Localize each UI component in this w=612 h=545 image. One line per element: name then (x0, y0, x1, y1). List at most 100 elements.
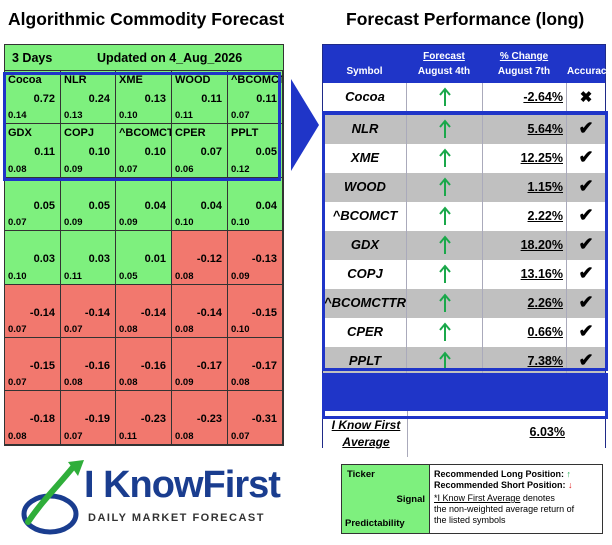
cell-predictability: 0.07 (8, 323, 27, 335)
cell-predictability: 0.08 (175, 430, 194, 442)
row-symbol: Cocoa (345, 89, 385, 104)
heatmap-cell: GDX 0.11 0.08 (5, 124, 61, 178)
heatmap-cell: 0.03 0.11 (61, 231, 116, 285)
cell-predictability: 0.07 (231, 110, 250, 122)
cell-ticker: NLR (64, 74, 87, 86)
cell-predictability: 0.06 (175, 163, 194, 175)
cell-signal: 0.04 (144, 199, 166, 212)
row-symbol: NLR (351, 121, 379, 136)
cell-signal: -0.15 (251, 306, 277, 319)
row-change: 12.25% (520, 151, 563, 165)
average-row: I Know First Average 6.03% (323, 411, 605, 457)
legend-ticker: Ticker (347, 469, 375, 480)
heatmap-cell: 0.01 0.05 (116, 231, 172, 285)
cell-signal: -0.15 (29, 360, 55, 372)
legend: Ticker Signal Predictability Recommended… (341, 464, 603, 534)
heatmap-cell: ^BCOMCTTR 0.10 0.07 (116, 124, 172, 178)
cell-predictability: 0.07 (231, 430, 250, 442)
heatmap-cell: -0.18 0.08 (5, 391, 61, 445)
cell-signal: 0.72 (33, 93, 55, 105)
cell-predictability: 0.11 (175, 110, 193, 122)
cell-predictability: 0.07 (64, 323, 83, 335)
cell-predictability: 0.13 (64, 110, 83, 122)
heatmap-cell: -0.14 0.08 (172, 284, 228, 338)
cell-signal: -0.14 (84, 306, 110, 319)
cell-signal: 0.11 (201, 93, 222, 105)
heatmap-header: 3 Days Updated on 4_Aug_2026 (5, 45, 283, 71)
up-arrow-icon (439, 87, 451, 106)
check-icon: ✔ (578, 321, 594, 341)
cell-signal: 0.04 (200, 199, 222, 212)
up-arrow-icon: ↑ (566, 469, 572, 479)
legend-ikf-note: *I Know First Average denotes (434, 493, 555, 503)
legend-short: Recommended Short Position: ↓ (434, 480, 573, 490)
performance-row: COPJ 13.16% ✔ (323, 260, 605, 289)
cell-signal: -0.19 (84, 413, 110, 426)
heatmap-cell: -0.31 0.07 (228, 391, 283, 445)
row-change: 5.64% (527, 122, 563, 136)
cross-icon: ✖ (579, 89, 593, 106)
cell-predictability: 0.08 (231, 377, 250, 389)
cell-ticker: COPJ (64, 127, 94, 140)
average-label: I Know First Average (331, 418, 401, 449)
heatmap-cell: -0.14 0.08 (116, 284, 172, 338)
updated-date: Updated on 4_Aug_2026 (97, 51, 243, 65)
heatmap-cell: WOOD 0.11 0.11 (172, 71, 228, 125)
legend-predictability: Predictability (345, 518, 405, 529)
heatmap-cell: XME 0.13 0.10 (116, 71, 172, 125)
heatmap-cell: ^BCOMCT 0.11 0.07 (228, 71, 283, 125)
logo-swoosh-icon (21, 460, 84, 535)
performance-table: Symbol Forecast August 4th % Change Augu… (322, 44, 612, 457)
row-change: 13.16% (520, 267, 563, 281)
cell-predictability: 0.09 (175, 377, 194, 389)
cell-ticker: ^BCOMCTTR (119, 127, 171, 140)
cell-predictability: 0.11 (64, 270, 82, 282)
cell-signal: -0.16 (84, 360, 110, 372)
average-value: 6.03% (529, 425, 565, 439)
performance-row: PPLT 7.38% ✔ (323, 347, 605, 376)
row-symbol: XME (350, 150, 380, 165)
forecast-heatmap: 3 Days Updated on 4_Aug_2026 Cocoa 0.72 0.… (4, 44, 284, 446)
cell-ticker: CPER (175, 127, 206, 140)
up-arrow-icon (439, 322, 451, 341)
cell-signal: -0.17 (251, 360, 277, 372)
up-arrow-icon (439, 177, 451, 196)
cell-signal: 0.07 (200, 146, 222, 159)
cell-signal: -0.14 (140, 306, 166, 319)
i-know-first-logo: I KnowFirst DAILY MARKET FORECAST (18, 460, 288, 540)
performance-row: NLR 5.64% ✔ (323, 115, 605, 144)
check-icon: ✔ (578, 147, 594, 167)
cell-ticker: Cocoa (8, 74, 42, 86)
legend-cell-sample: Ticker Signal Predictability (342, 465, 430, 533)
performance-row: WOOD 1.15% ✔ (323, 173, 605, 202)
cell-predictability: 0.08 (119, 377, 138, 389)
logo-wordmark: I KnowFirst (84, 464, 281, 506)
row-change: 2.22% (527, 209, 563, 223)
heatmap-cell: -0.12 0.08 (172, 231, 228, 285)
forecast-horizon: 3 Days (12, 51, 53, 65)
cell-predictability: 0.08 (175, 323, 194, 335)
performance-row: ^BCOMCT 2.22% ✔ (323, 202, 605, 231)
row-symbol: COPJ (347, 266, 383, 281)
cell-signal: -0.16 (140, 360, 166, 372)
header-change-date: August 7th (497, 66, 551, 77)
cell-predictability: 0.07 (8, 377, 27, 389)
performance-row: CPER 0.66% ✔ (323, 318, 605, 347)
cell-signal: -0.31 (251, 413, 277, 426)
legend-ikf-note-3: the listed symbols (434, 515, 506, 525)
cell-signal: 0.05 (255, 146, 277, 159)
cell-signal: 0.10 (88, 146, 110, 159)
cell-predictability: 0.07 (119, 163, 138, 175)
up-arrow-icon (439, 148, 451, 167)
heatmap-cell: 0.05 0.07 (5, 177, 61, 232)
cell-predictability: 0.07 (64, 430, 83, 442)
row-change: 18.20% (520, 238, 563, 252)
heatmap-cell: 0.04 0.10 (228, 177, 283, 232)
heatmap-title: Algorithmic Commodity Forecast (8, 9, 285, 29)
heatmap-cell: -0.16 0.08 (116, 338, 172, 392)
down-arrow-icon: ↓ (568, 480, 573, 490)
performance-row: XME 12.25% ✔ (323, 144, 605, 173)
heatmap-cell: -0.14 0.07 (5, 284, 61, 338)
cell-predictability: 0.07 (8, 217, 27, 229)
heatmap-cell: -0.13 0.09 (228, 231, 283, 285)
